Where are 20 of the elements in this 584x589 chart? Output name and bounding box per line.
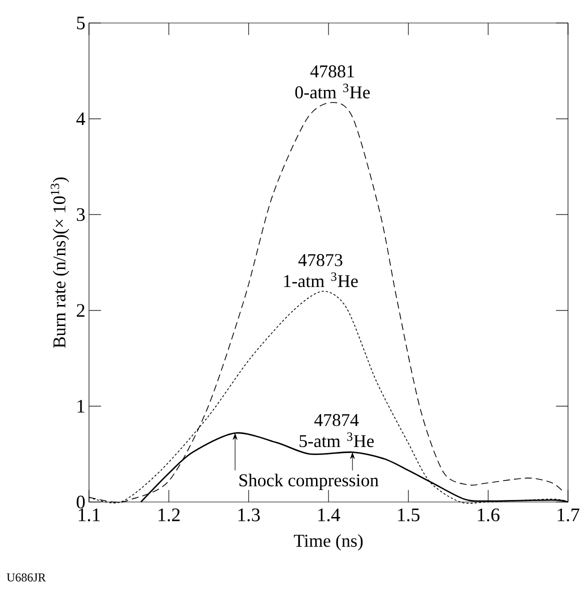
y-tick-label: 1 [78, 400, 84, 412]
y-axis-title: Burn rate (n/ns)(× 10$^{13}$) [50, 177, 70, 348]
series-label: 47874 5-atm $^{3}$He [300, 414, 374, 448]
x-tick-label: 1.2 [158, 508, 180, 522]
y-tick-label: 2 [76, 304, 84, 317]
series-label: 47873 1-atm $^{3}$He [284, 254, 358, 288]
annotation: Shock compression [240, 474, 379, 490]
x-tick-label: 1.5 [398, 508, 420, 522]
x-tick-label: 1.6 [478, 508, 500, 522]
y-tick-label: 4 [76, 112, 86, 126]
y-tick-label: 0 [76, 496, 85, 508]
series-label: 47881 0-atm $^{3}$He [295, 65, 370, 98]
y-tick-label: 5 [77, 16, 85, 30]
x-tick-label: 1.3 [238, 508, 260, 522]
x-tick-label: 1.4 [318, 508, 340, 522]
y-tick-label: 3 [76, 208, 85, 221]
text: U686JR [6, 573, 46, 582]
x-tick-label: 1.1 [78, 508, 100, 522]
x-axis-title: Time (ns) [294, 534, 363, 551]
x-tick-label: 1.7 [558, 508, 580, 522]
